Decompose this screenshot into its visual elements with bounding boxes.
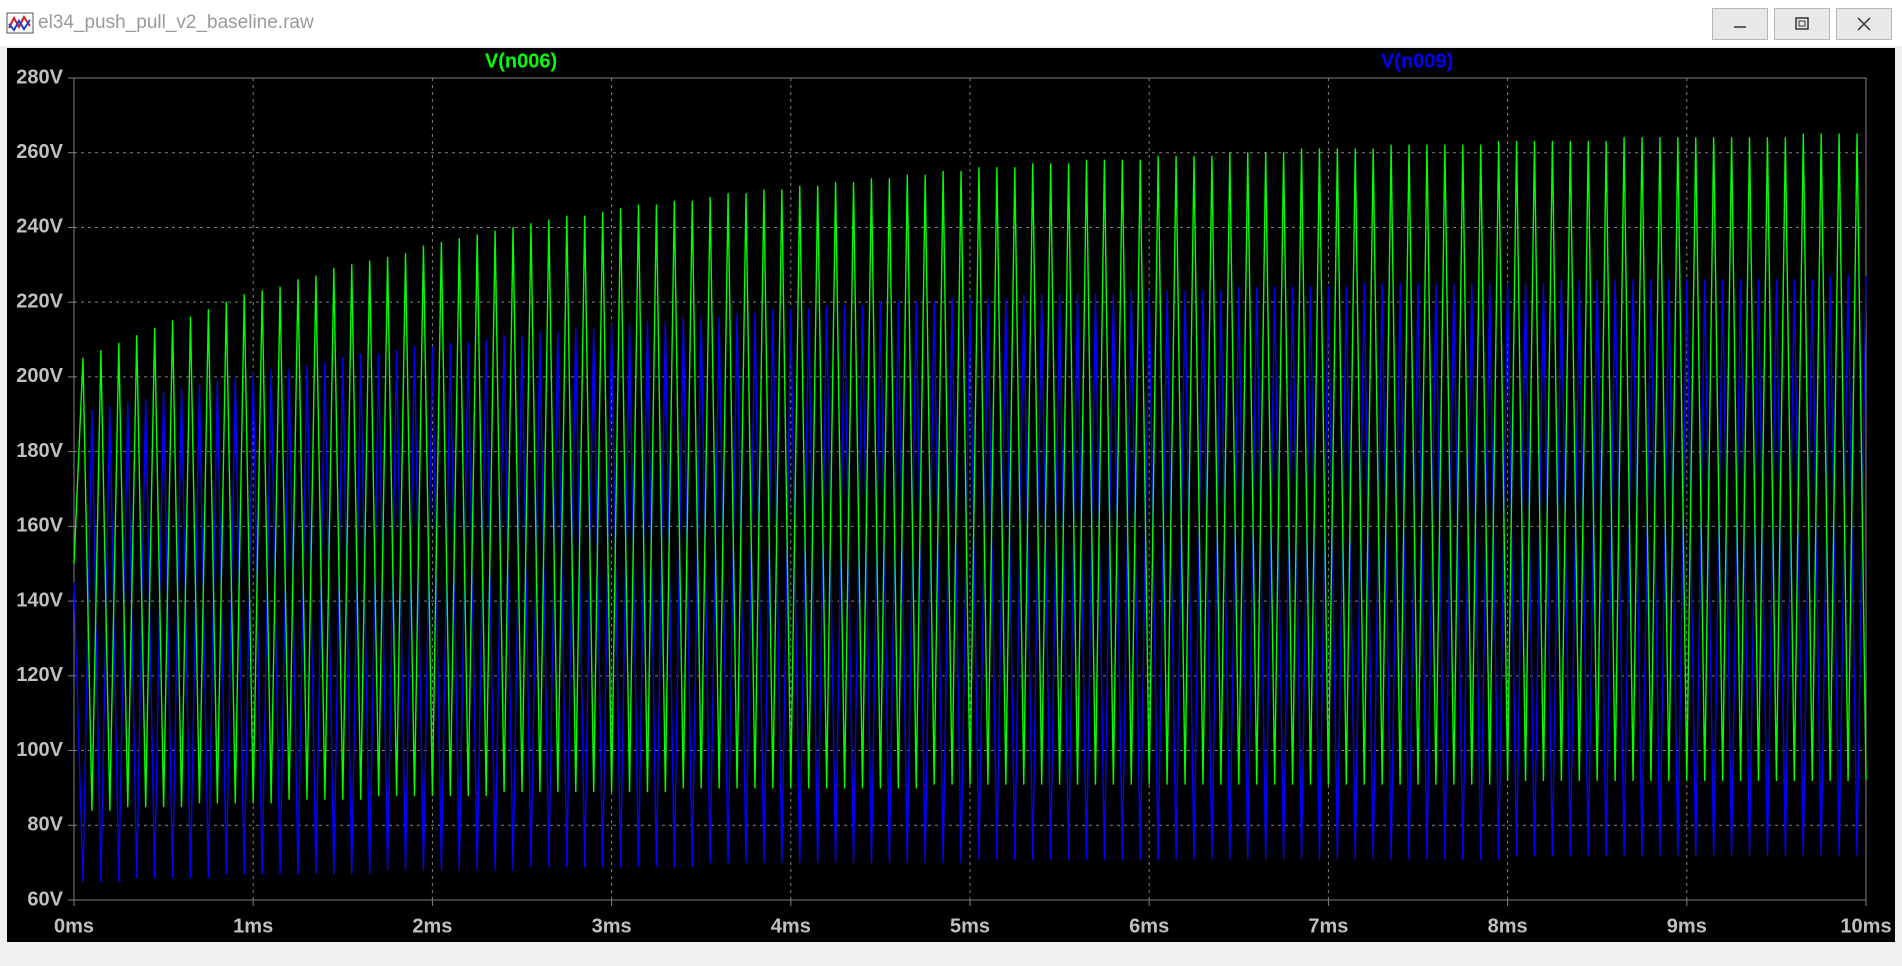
restore-button[interactable] (1774, 8, 1830, 40)
close-button[interactable] (1836, 8, 1892, 40)
x-tick-label: 6ms (1129, 915, 1169, 937)
plot-frame (73, 77, 1867, 901)
y-tick-label: 180V (16, 440, 63, 462)
y-tick-label: 80V (27, 814, 63, 836)
x-tick-label: 9ms (1667, 915, 1707, 937)
y-tick-label: 60V (27, 888, 63, 910)
x-tick-label: 0ms (54, 915, 94, 937)
legend-label: V(n006) (485, 50, 557, 72)
title-bar: el34_push_pull_v2_baseline.raw (0, 0, 1902, 46)
window-title: el34_push_pull_v2_baseline.raw (38, 12, 314, 33)
app-icon (6, 12, 34, 34)
y-tick-label: 160V (16, 515, 63, 537)
x-tick-label: 3ms (592, 915, 632, 937)
minimize-icon (1734, 26, 1746, 28)
y-tick-label: 260V (16, 141, 63, 163)
x-tick-label: 4ms (771, 915, 811, 937)
x-tick-label: 8ms (1488, 915, 1528, 937)
y-tick-label: 280V (16, 66, 63, 88)
x-tick-label: 10ms (1840, 915, 1891, 937)
plot-background (7, 48, 1895, 942)
series-line (73, 133, 1867, 812)
y-tick-label: 220V (16, 290, 63, 312)
legend-label: V(n009) (1381, 50, 1453, 72)
y-tick-label: 120V (16, 664, 63, 686)
x-tick-label: 2ms (412, 915, 452, 937)
minimize-button[interactable] (1712, 8, 1768, 40)
x-tick-label: 7ms (1308, 915, 1348, 937)
plot-pane: 60V 80V 100V 120V 140V 160V 180V 200V 220V 240V 26… (7, 48, 1895, 942)
series-line (73, 275, 1867, 883)
y-tick-label: 200V (16, 365, 63, 387)
close-icon (1857, 17, 1871, 31)
x-tick-label: 5ms (950, 915, 990, 937)
y-tick-label: 240V (16, 216, 63, 238)
y-tick-label: 100V (16, 739, 63, 761)
restore-icon (1795, 17, 1809, 30)
x-tick-label: 1ms (233, 915, 273, 937)
y-tick-label: 140V (16, 589, 63, 611)
